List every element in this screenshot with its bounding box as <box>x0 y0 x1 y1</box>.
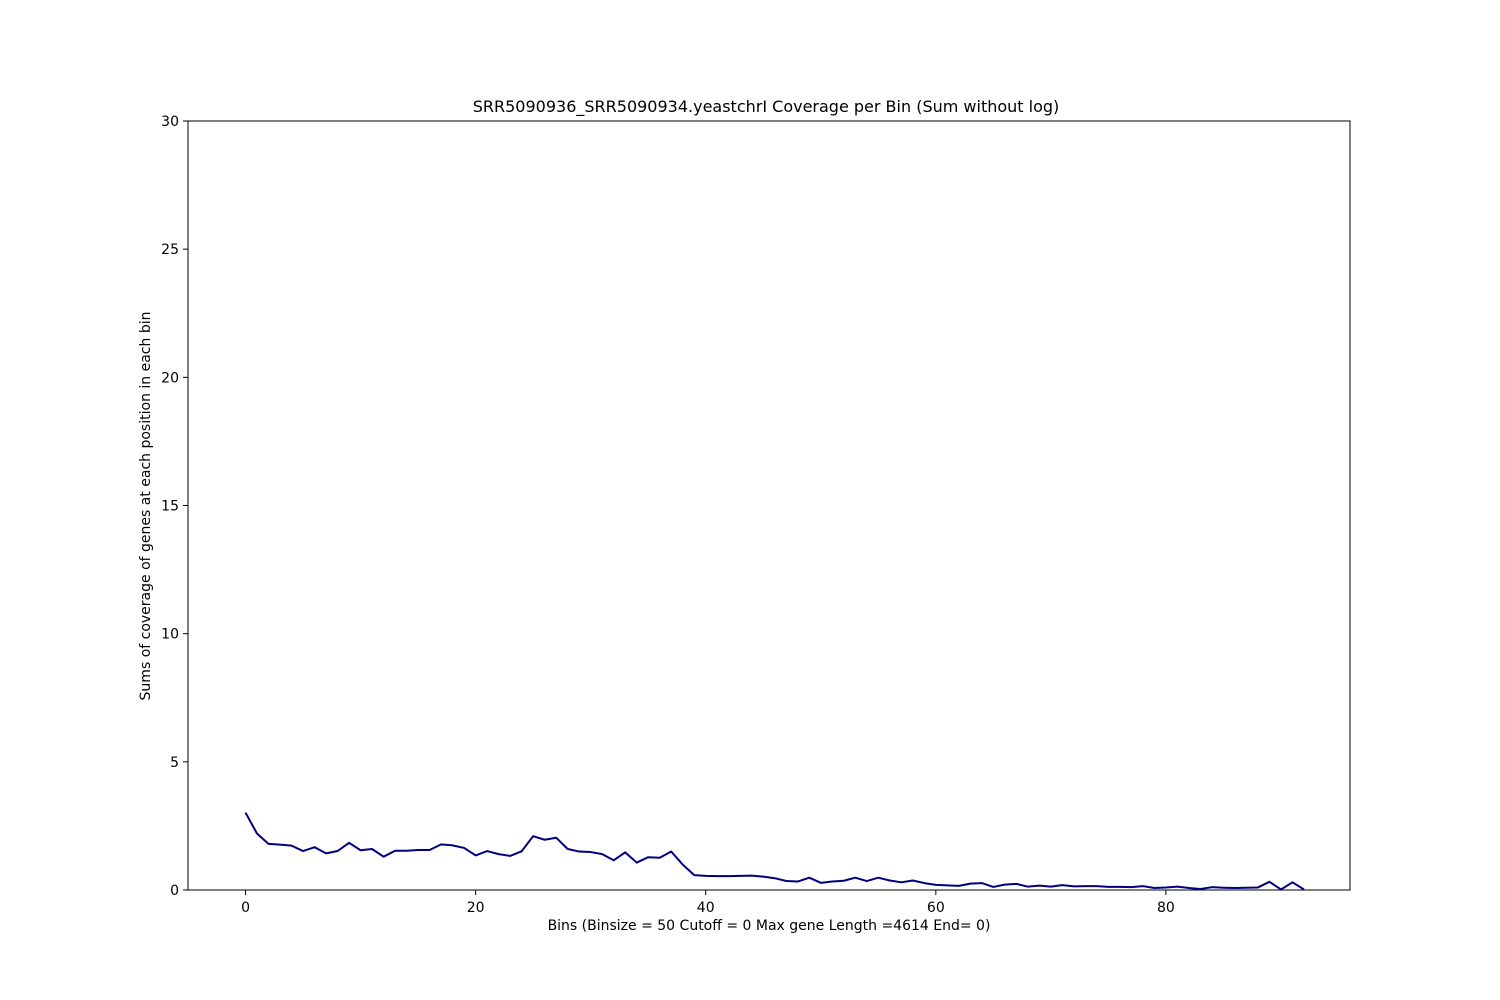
plot-area-frame <box>187 120 1351 891</box>
x-axis-label: Bins (Binsize = 50 Cutoff = 0 Max gene L… <box>548 918 991 934</box>
y-tick-label: 5 <box>170 755 179 771</box>
y-tick-label: 20 <box>161 370 179 386</box>
y-tick-label: 15 <box>161 499 179 515</box>
x-tick-label: 40 <box>697 900 715 916</box>
x-tick-label: 20 <box>467 900 485 916</box>
y-tick-label: 30 <box>161 114 179 130</box>
y-axis-ticks: 0 5 10 15 20 25 30 <box>161 114 188 899</box>
x-tick-label: 80 <box>1157 900 1175 916</box>
y-tick-label: 0 <box>170 883 179 899</box>
y-tick-label: 10 <box>161 627 179 643</box>
y-axis-label: Sums of coverage of genes at each positi… <box>138 312 154 701</box>
y-tick-label: 25 <box>161 242 179 258</box>
x-tick-label: 60 <box>927 900 945 916</box>
x-axis-ticks: 0 20 40 60 80 <box>241 890 1175 916</box>
coverage-series-line <box>244 812 1305 891</box>
chart-title: SRR5090936_SRR5090934.yeastchrI Coverage… <box>473 97 1060 117</box>
x-tick-label: 0 <box>241 900 250 916</box>
